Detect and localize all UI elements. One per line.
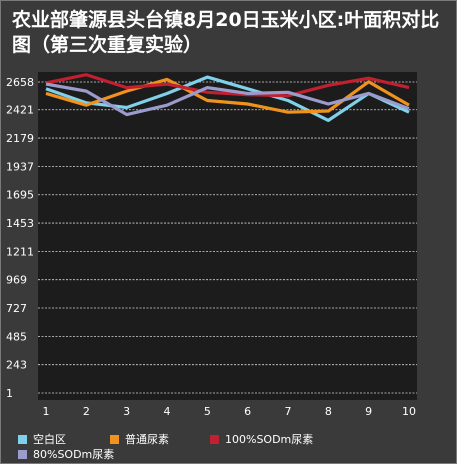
x-tick-label: 10 — [402, 405, 416, 418]
plot-area — [38, 72, 417, 400]
legend-item-series-4: 80%SODm尿素 — [18, 446, 114, 462]
x-tick-label: 4 — [164, 405, 171, 418]
series-line-4 — [45, 82, 410, 117]
legend-label-series-1: 空白区 — [33, 433, 66, 446]
series-line-1 — [45, 75, 410, 122]
chart-title: 农业部肇源县头台镇8月20日玉米小区:叶面积对比图（第三次重复实验） — [12, 9, 440, 56]
legend-item-series-3: 100%SODm尿素 — [210, 431, 313, 447]
grid-lines — [38, 81, 417, 394]
legend-swatch-series-3 — [210, 434, 219, 444]
y-tick-label: 1695 — [6, 189, 34, 202]
y-tick-label: 2421 — [6, 104, 34, 117]
y-axis-ticks: 1 243 485 727 969 1211 1453 1695 1937 2179 2421 265… — [6, 76, 34, 400]
x-tick-label: 5 — [204, 405, 211, 418]
y-tick-label: 969 — [6, 274, 27, 287]
series-line-3 — [45, 73, 410, 98]
x-tick-label: 9 — [365, 405, 372, 418]
legend-swatch-series-1 — [18, 434, 27, 444]
y-tick-label: 1937 — [6, 160, 34, 173]
y-tick-label: 2179 — [6, 132, 34, 145]
x-tick-label: 2 — [83, 405, 90, 418]
legend-label-series-4: 80%SODm尿素 — [33, 448, 115, 461]
x-tick-label: 8 — [325, 405, 332, 418]
legend-item-series-1: 空白区 — [18, 431, 66, 447]
series-line-2 — [45, 77, 410, 114]
x-tick-label: 6 — [244, 405, 251, 418]
legend-swatch-series-2 — [110, 434, 119, 444]
x-tick-label: 1 — [43, 405, 50, 418]
y-tick-label: 727 — [6, 302, 27, 315]
y-tick-label: 2658 — [6, 76, 34, 89]
y-tick-label: 243 — [6, 359, 27, 372]
y-tick-label: 485 — [6, 330, 27, 343]
x-tick-label: 7 — [285, 405, 292, 418]
legend-label-series-2: 普通尿素 — [125, 433, 169, 446]
legend: 空白区 普通尿素 100%SODm尿素 80%SODm尿素 — [18, 428, 448, 462]
x-tick-label: 3 — [123, 405, 130, 418]
x-axis-ticks: 1 2 3 4 5 6 7 8 9 10 — [43, 405, 417, 418]
y-tick-label: 1211 — [6, 245, 34, 258]
legend-item-series-2: 普通尿素 — [110, 431, 169, 447]
y-tick-label: 1 — [6, 387, 13, 400]
legend-label-series-3: 100%SODm尿素 — [225, 433, 314, 446]
series-lines — [45, 73, 410, 122]
legend-swatch-series-4 — [18, 449, 27, 459]
y-tick-label: 1453 — [6, 217, 34, 230]
